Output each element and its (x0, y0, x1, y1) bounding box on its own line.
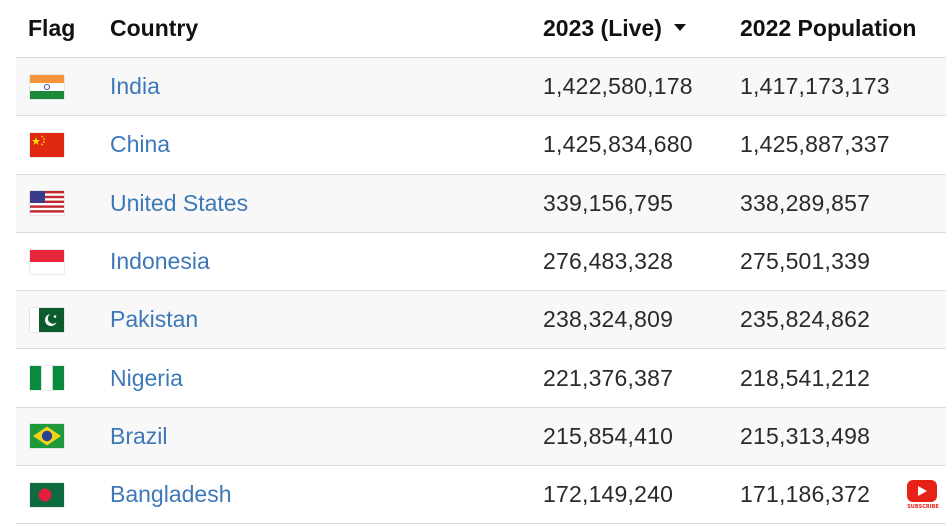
country-link[interactable]: India (110, 73, 160, 100)
caret-down-icon (673, 24, 686, 32)
population-2022: 275,501,339 (740, 248, 871, 275)
country-link[interactable]: Nigeria (110, 364, 183, 391)
china-flag-icon (30, 132, 64, 157)
table-row: Pakistan 238,324,809 235,824,862 (16, 290, 946, 349)
header-2022-population[interactable]: 2022 Population (740, 15, 917, 41)
population-2022: 1,417,173,173 (740, 73, 890, 100)
pakistan-flag-icon (30, 307, 64, 332)
table-row: Bangladesh 172,149,240 171,186,372 (16, 465, 946, 525)
header-country[interactable]: Country (110, 15, 199, 41)
population-table: Flag Country 2023 (Live) 2022 Population… (16, 0, 946, 525)
country-link[interactable]: United States (110, 189, 249, 216)
table-row: India 1,422,580,178 1,417,173,173 (16, 57, 946, 116)
bangladesh-flag-icon (30, 482, 64, 507)
population-2022: 1,425,887,337 (740, 131, 890, 158)
indonesia-flag-icon (30, 249, 64, 274)
table-row: United States 339,156,795 338,289,857 (16, 173, 946, 232)
header-2023-live-label: 2023 (Live) (543, 15, 662, 41)
youtube-play-icon[interactable] (907, 480, 937, 502)
country-link[interactable]: China (110, 131, 171, 158)
live-population: 1,425,834,680 (543, 131, 693, 158)
table-row: Nigeria 221,376,387 218,541,212 (16, 348, 946, 407)
population-2022: 218,541,212 (740, 364, 871, 391)
header-flag: Flag (28, 15, 76, 41)
country-link[interactable]: Bangladesh (110, 481, 232, 508)
population-2022: 171,186,372 (740, 481, 871, 508)
brazil-flag-icon (30, 424, 64, 449)
live-population: 238,324,809 (543, 306, 674, 333)
table-row: Indonesia 276,483,328 275,501,339 (16, 231, 946, 291)
live-population: 215,854,410 (543, 422, 674, 449)
live-population: 339,156,795 (543, 189, 674, 216)
live-population: 221,376,387 (543, 364, 674, 391)
live-population: 1,422,580,178 (543, 73, 693, 100)
live-population: 172,149,240 (543, 481, 674, 508)
country-link[interactable]: Indonesia (110, 248, 210, 275)
nigeria-flag-icon (30, 366, 64, 391)
population-2022: 338,289,857 (740, 189, 871, 216)
subscribe-label[interactable]: SUBSCRIBE (907, 504, 939, 510)
country-link[interactable]: Pakistan (110, 306, 199, 333)
table-row: China 1,425,834,680 1,425,887,337 (16, 115, 946, 174)
population-2022: 235,824,862 (740, 306, 871, 333)
table-header: Flag Country 2023 (Live) 2022 Population (16, 0, 946, 57)
header-2023-live[interactable]: 2023 (Live) (543, 15, 740, 42)
country-link[interactable]: Brazil (110, 422, 168, 449)
united-states-flag-icon (30, 191, 64, 216)
table-row: Brazil 215,854,410 215,313,498 (16, 406, 946, 466)
live-population: 276,483,328 (543, 248, 674, 275)
india-flag-icon (30, 74, 64, 99)
table-body: India 1,422,580,178 1,417,173,173 China … (16, 57, 946, 525)
population-2022: 215,313,498 (740, 422, 871, 449)
